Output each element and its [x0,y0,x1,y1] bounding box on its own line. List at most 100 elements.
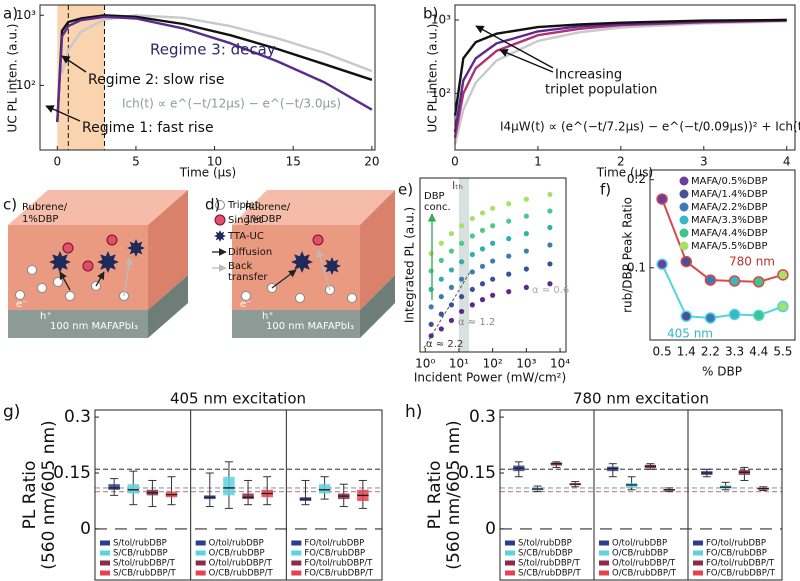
data-point [506,218,512,224]
data-point [479,297,486,303]
key-label: Triplet [227,200,259,211]
data-point [469,286,475,293]
annotation: α ≈ 2.2 [426,339,463,350]
x-tick-label: 4.4 [749,345,768,359]
legend-marker [679,228,689,238]
film-side [360,190,395,310]
y-axis-label: Integrated PL (a.u.) [403,207,417,323]
annotation: α ≈ 0.6 [532,285,569,296]
x-tick-label: 10¹ [449,357,469,371]
data-point [656,193,668,205]
data-point [448,230,455,237]
singlet [312,234,324,246]
film-side [148,190,188,310]
data-point [438,326,444,332]
y-axis-label: UC PL inten. (a.u.) [426,24,440,133]
annotation-arrow [61,55,87,73]
legend-swatch [693,570,703,576]
x-tick-label: 2.2 [701,345,720,359]
legend-swatch [100,540,110,546]
legend-swatch [100,550,110,556]
singlet [106,234,118,246]
x-tick-label: 2 [617,155,625,169]
data-point [479,227,486,233]
y-tick-label: 0 [80,519,91,539]
box [223,476,235,496]
data-line [661,263,784,320]
data-point [448,284,455,290]
plot-frame [39,4,376,151]
data-point [523,213,529,219]
annotation: Iₜₕ [452,179,463,192]
legend-swatch [291,560,302,566]
chart-title: 405 nm excitation [170,390,306,408]
data-point [428,268,434,274]
annotation: α ≈ 1.2 [458,317,495,328]
key-label: transfer [228,272,268,283]
legend-swatch [505,550,515,556]
legend-label: S/tol/rubDBP/T [113,559,176,569]
triplet [37,283,47,293]
data-line [56,14,373,123]
x-axis-label: Time (μs) [179,166,236,180]
data-point [506,201,512,207]
shaded-region [458,178,470,352]
y-tick-label: 0.2 [627,172,646,186]
data-point [459,240,465,246]
arrow [123,257,133,297]
data-point [547,261,553,267]
triplet [27,265,37,275]
annotation: Regime 2: slow rise [88,72,224,88]
legend-label: S/CB/rubDBP [518,549,573,559]
panel-label: f) [600,181,611,199]
triplet [215,200,225,210]
data-line [453,18,787,116]
data-point [547,281,553,287]
data-point [547,208,553,214]
legend-label: O/CB/rubDBP [209,549,265,559]
data-point [469,215,475,222]
x-tick-label: 20 [364,155,379,169]
film-top [232,190,395,225]
y-tick-label: 0.3 [64,407,91,427]
data-point [428,286,434,293]
legend-swatch [100,570,110,576]
legend-swatch [291,550,302,556]
data-point [479,246,486,252]
data-point [680,310,692,322]
y-tick-label: 0.3 [469,407,496,427]
legend-label: FO/tol/rubDBP/T [706,559,775,569]
data-point [777,269,789,281]
triplet [53,277,63,287]
y-tick-label: 0.15 [458,463,496,483]
legend-label: FO/CB/rubDBP [304,549,365,559]
box [127,484,140,494]
annotation: Regime 1: fast rise [82,120,214,136]
legend-swatch [195,540,206,546]
triplet [295,293,305,303]
annotation: Regime 3: decay [150,41,276,59]
tta-star [97,251,119,273]
key-label: Diffusion [228,247,272,258]
tta-star [49,251,71,273]
box [242,493,254,500]
y-tick-label: 10² [431,86,451,100]
legend-label: MAFA/2.2%DBP [691,202,768,213]
data-point [490,292,496,298]
data-point [459,276,465,282]
data-point [490,223,496,229]
triplet [241,291,251,301]
legend-label: S/CB/rubDBP/T [113,569,177,579]
data-point [459,223,465,229]
carrier-label: e⁻ [240,299,251,310]
y-axis-label: rub/DBP Peak Ratio [621,197,635,313]
legend-label: FO/CB/rubDBP [706,549,767,559]
carrier-label: h⁺ [262,311,274,322]
data-point [753,309,765,322]
legend-swatch [505,570,515,576]
plot-frame [499,409,783,581]
film-label: Rubrene/ [245,202,291,213]
box [318,484,331,494]
data-point [753,276,765,288]
